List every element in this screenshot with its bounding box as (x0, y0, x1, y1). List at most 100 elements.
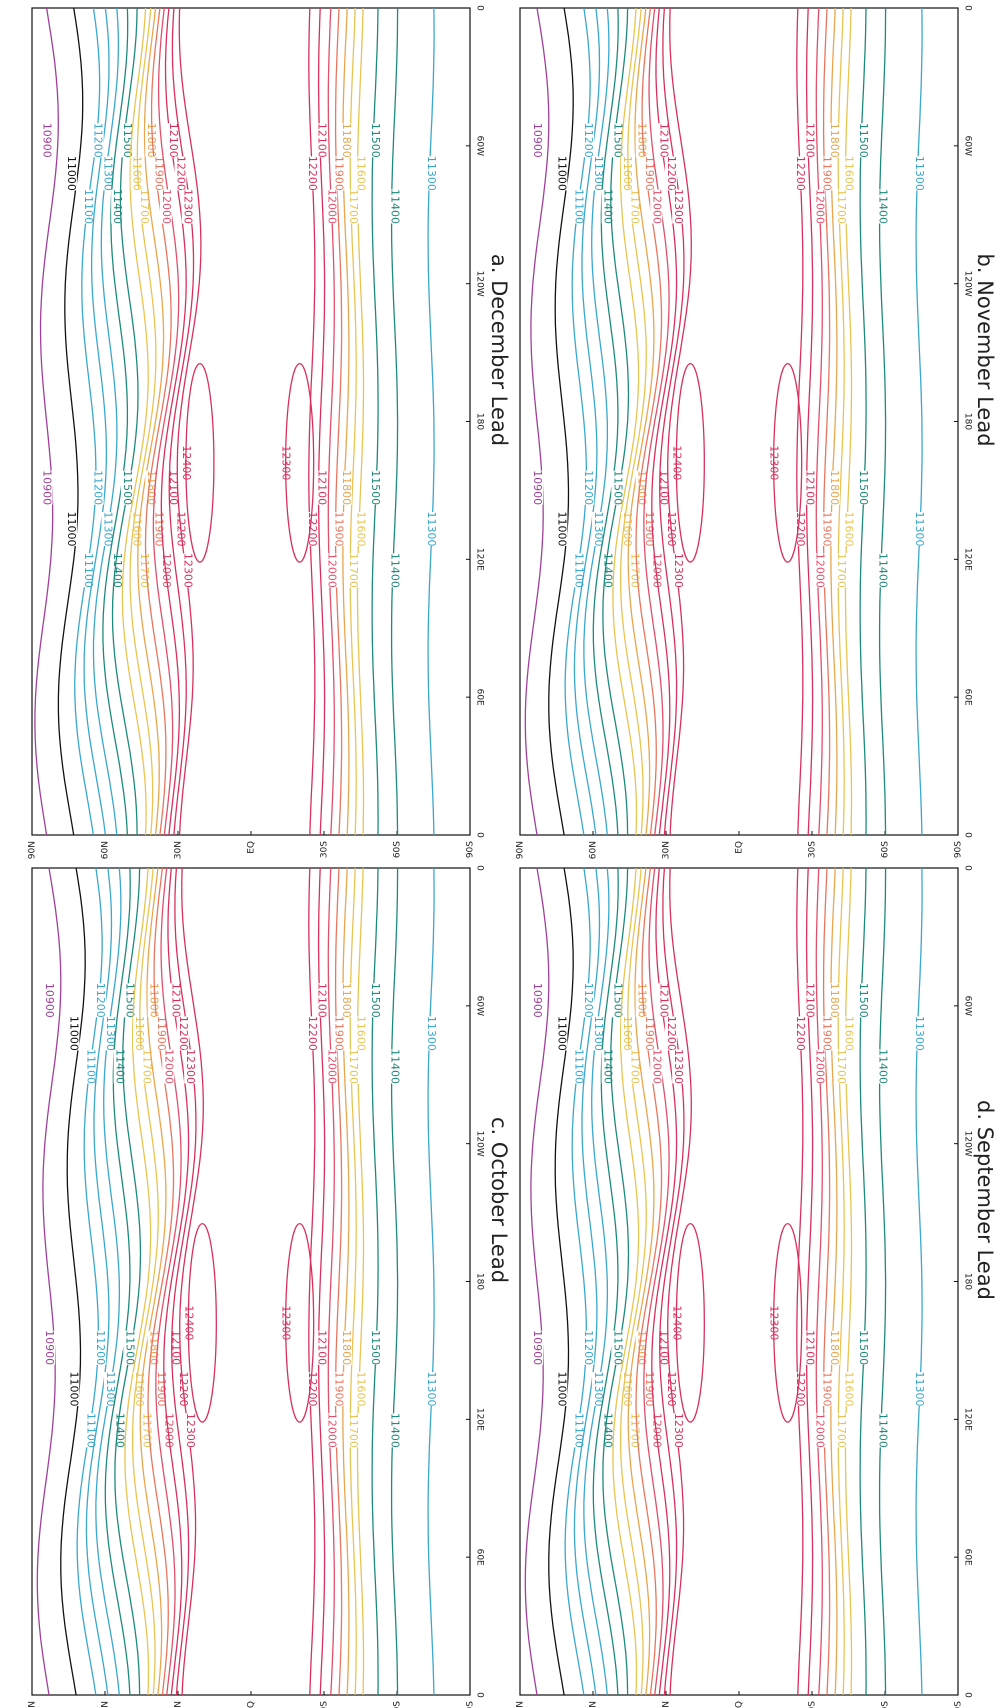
lat-tick-label: 60N (101, 1701, 111, 1708)
contour-line (104, 867, 131, 1696)
contour-label-bg (876, 1049, 889, 1084)
contour-label: 11300 (101, 156, 114, 191)
lat-tick-label: 90N (516, 1701, 526, 1708)
contour-label: 11800 (636, 123, 649, 158)
lon-tick-label: 120W (963, 271, 973, 297)
contour-label: 11600 (355, 156, 368, 191)
contour-label: 11100 (82, 189, 95, 224)
contour-label-bg (354, 1016, 367, 1051)
contour-label: 11200 (582, 983, 595, 1018)
contour-label-bg (167, 470, 180, 505)
contour-label-bg (169, 983, 182, 1018)
contour-label-bg (315, 1330, 328, 1365)
contour-label-bg (642, 156, 655, 191)
contour-label-bg (650, 1049, 663, 1084)
contour-label-bg (555, 512, 568, 547)
contour-label-bg (123, 1330, 136, 1365)
lat-tick-label: 60S (393, 1701, 403, 1708)
contour-label: 11300 (913, 1372, 926, 1407)
contour-label: 12200 (306, 156, 319, 191)
contour-label: 11800 (148, 983, 161, 1018)
lon-tick-label: 0 (475, 1692, 485, 1698)
lon-tick-label: 60W (963, 136, 973, 156)
contour-line (524, 7, 550, 836)
contour-line (176, 7, 202, 836)
contour-label: 11700 (628, 189, 641, 224)
contour-label: 12000 (325, 1413, 338, 1448)
lon-tick-label: 120E (963, 548, 973, 571)
contour-label: 11300 (592, 156, 605, 191)
contour-line (102, 7, 129, 836)
contour-line (308, 7, 316, 836)
contour-label-bg (130, 156, 143, 191)
contour-label: 11800 (145, 123, 158, 158)
contour-label: 11600 (843, 156, 856, 191)
contour-line (915, 867, 923, 1696)
contour-label: 11500 (857, 470, 870, 505)
lon-tick-label: 120E (963, 1408, 973, 1431)
contour-line (635, 867, 663, 1696)
contour-line (124, 867, 152, 1696)
contour-label-bg (67, 1372, 80, 1407)
contour-label-bg (347, 1413, 360, 1448)
contour-label: 11800 (340, 983, 353, 1018)
lat-tick-label: 90S (466, 841, 476, 858)
panel-title: a. December Lead (487, 254, 511, 446)
contour-line (844, 7, 853, 836)
contour-label: 11400 (877, 1049, 890, 1084)
map-panel: b. November Lead 90N 60N 30N EQ 30S 60S 90S 0 60W… (516, 5, 998, 859)
contour-line (583, 867, 610, 1696)
contour-label: 12300 (672, 1049, 685, 1084)
contour-label: 11100 (572, 553, 585, 588)
contour-label: 11300 (101, 512, 114, 547)
contour-label-bg (803, 470, 816, 505)
contour-label: 11700 (347, 189, 360, 224)
contour-label-bg (635, 983, 648, 1018)
contour-label-bg (835, 189, 848, 224)
contour-line (168, 7, 195, 836)
contour-label-bg (181, 553, 194, 588)
contour-line (187, 1222, 217, 1423)
contour-label-bg (147, 983, 160, 1018)
contour-label-bg (176, 1016, 189, 1051)
contour-label-bg (369, 1330, 382, 1365)
contour-label: 11700 (835, 1413, 848, 1448)
contour-label: 11900 (643, 156, 656, 191)
contour-label: 11400 (389, 1413, 402, 1448)
contour-label-bg (582, 470, 595, 505)
contour-label: 11300 (425, 512, 438, 547)
contour-label-bg (591, 512, 604, 547)
lon-tick-label: 0 (963, 832, 973, 838)
contour-label: 12100 (167, 123, 180, 158)
contour-label: 11500 (369, 123, 382, 158)
contour-label: 11700 (140, 1049, 153, 1084)
contour-label-bg (628, 1049, 641, 1084)
contour-label: 11800 (828, 1330, 841, 1365)
contour-label: 12100 (658, 983, 671, 1018)
contour-label-bg (857, 983, 870, 1018)
contour-label: 12300 (182, 189, 195, 224)
contour-label: 12100 (316, 123, 329, 158)
contour-line (878, 867, 887, 1696)
contour-label-bg (325, 1413, 338, 1448)
contour-label: 11800 (636, 983, 649, 1018)
contour-line (327, 7, 335, 836)
contour-label-bg (101, 512, 114, 547)
contour-label: 12100 (316, 1330, 329, 1365)
contour-label: 11300 (592, 1372, 605, 1407)
panel-title: c. October Lead (487, 1117, 511, 1283)
contour-label-bg (339, 470, 352, 505)
contour-label: 11000 (65, 512, 78, 547)
contour-label-bg (332, 1372, 345, 1407)
contour-label: 11100 (572, 1049, 585, 1084)
contour-line (659, 867, 685, 1696)
contour-label: 12300 (672, 553, 685, 588)
lat-tick-label: 60N (589, 1701, 599, 1708)
contour-line (548, 867, 574, 1696)
contour-label: 11400 (111, 189, 124, 224)
contour-label-bg (531, 1330, 544, 1365)
map-panel: d. September Lead 90N 60N 30N EQ 30S 60S 90S 0 60… (516, 865, 998, 1708)
contour-label-bg (555, 1372, 568, 1407)
contour-label: 11500 (857, 1330, 870, 1365)
contour-label-bg (81, 189, 94, 224)
